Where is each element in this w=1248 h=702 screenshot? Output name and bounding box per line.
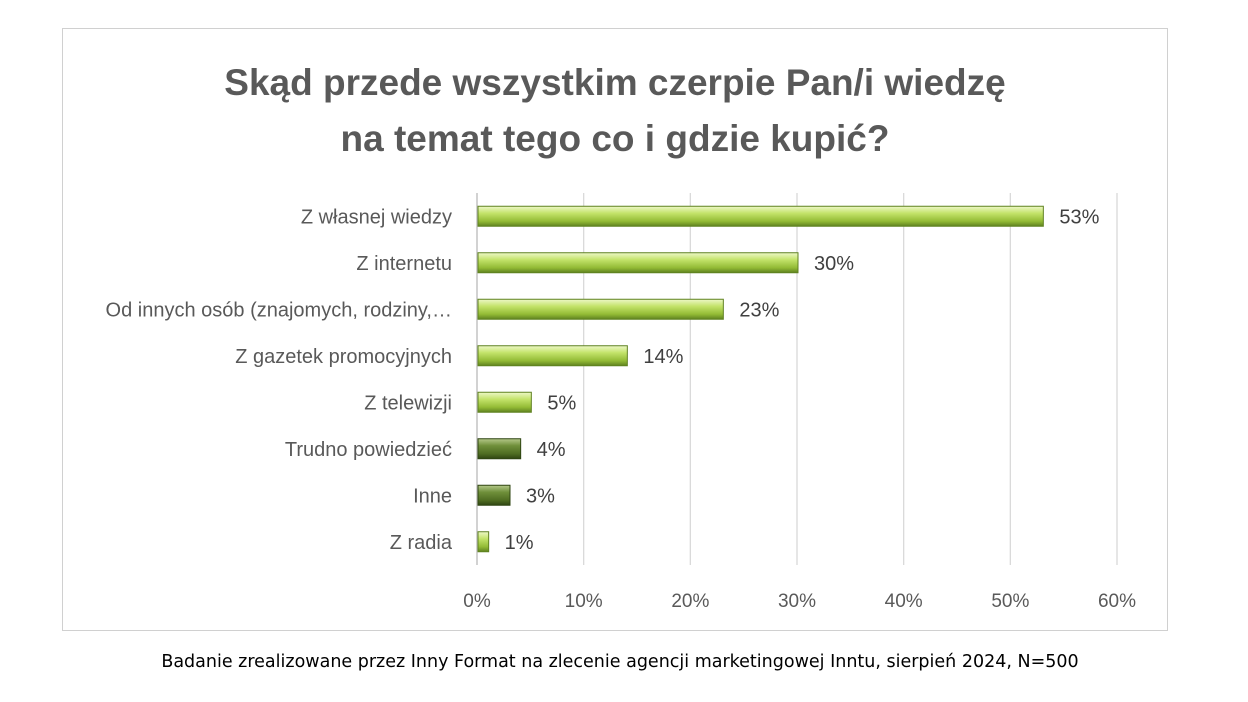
chart-title: Skąd przede wszystkim czerpie Pan/i wied… [0, 55, 1230, 167]
bar [477, 391, 532, 413]
category-label: Trudno powiedzieć [285, 439, 452, 461]
x-tick-label: 20% [671, 591, 709, 612]
category-label: Z internetu [356, 253, 452, 275]
value-label: 1% [505, 532, 534, 554]
bar [477, 531, 490, 553]
value-label: 53% [1059, 206, 1099, 228]
value-label: 30% [814, 253, 854, 275]
bar [477, 298, 724, 320]
chart-title-line-2: na temat tego co i gdzie kupić? [340, 118, 890, 159]
x-tick-label: 30% [778, 591, 816, 612]
bar [477, 345, 628, 367]
x-tick-label: 0% [463, 591, 491, 612]
category-label: Inne [413, 485, 452, 507]
x-tick-label: 60% [1098, 591, 1136, 612]
bar [477, 484, 511, 506]
x-tick-label: 10% [565, 591, 603, 612]
footer-note: Badanie zrealizowane przez Inny Format n… [161, 652, 1079, 672]
x-tick-label: 50% [991, 591, 1029, 612]
value-label: 4% [537, 439, 566, 461]
chart-title-line-1: Skąd przede wszystkim czerpie Pan/i wied… [224, 62, 1006, 103]
category-label: Z telewizji [364, 392, 452, 414]
value-label: 23% [739, 299, 779, 321]
value-label: 14% [643, 346, 683, 368]
value-label: 5% [547, 392, 576, 414]
value-label: 3% [526, 485, 555, 507]
category-label: Z gazetek promocyjnych [235, 346, 452, 368]
bar-chart: 0% 10% 20% 30% 40% 50% 60% Z własnej wiedzy 53% Z… [106, 193, 1136, 612]
chart-frame [62, 28, 1168, 631]
x-tick-label: 40% [885, 591, 923, 612]
category-label: Od innych osób (znajomych, rodziny,… [106, 299, 452, 321]
bar [477, 438, 522, 460]
bar [477, 252, 799, 274]
category-label: Z radia [390, 532, 453, 554]
category-label: Z własnej wiedzy [301, 206, 452, 228]
bar [477, 205, 1044, 227]
